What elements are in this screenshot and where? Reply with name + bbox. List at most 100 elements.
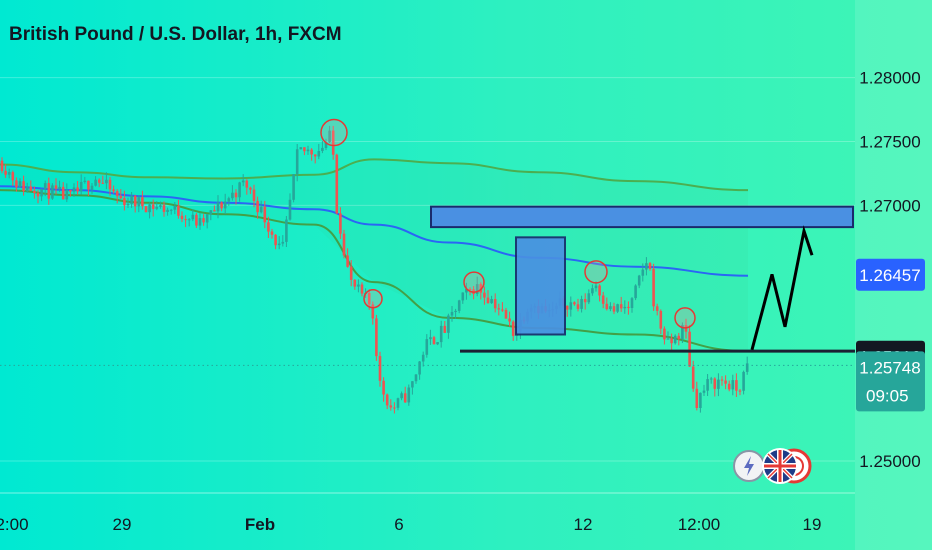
candle-body: [447, 315, 450, 333]
candle-body: [15, 180, 18, 188]
candle-body: [238, 182, 241, 198]
candle-body: [295, 149, 299, 175]
candle-body: [87, 180, 90, 190]
candle-body: [76, 187, 79, 192]
candle-body: [90, 185, 94, 190]
candle-body: [51, 185, 54, 199]
candle-body: [713, 378, 717, 389]
candle-body: [245, 180, 249, 188]
candle-body: [583, 299, 587, 303]
candle-body: [144, 206, 148, 213]
candle-body: [403, 393, 407, 403]
candle-body: [227, 198, 231, 202]
candle-body: [29, 186, 33, 191]
candle-body: [483, 292, 486, 298]
candle-body: [479, 284, 483, 293]
candle-body: [151, 204, 155, 209]
candle-body: [79, 182, 83, 192]
candle-body: [641, 269, 645, 276]
candle-body: [331, 130, 335, 155]
candle-body: [504, 309, 508, 319]
candle-body: [43, 183, 47, 190]
y-tick-label: 1.27000: [859, 196, 920, 215]
x-tick-label: 29: [113, 515, 132, 534]
candle-body: [738, 390, 742, 392]
candle-body: [385, 394, 389, 406]
candle-body: [141, 197, 144, 207]
y-tick-label: 1.27500: [859, 132, 920, 151]
swing-high-marker: [363, 288, 383, 309]
candle-body: [691, 366, 695, 389]
candle-body: [342, 233, 346, 256]
candle-body: [169, 209, 173, 211]
candle-body: [241, 180, 245, 183]
candle-body: [493, 299, 497, 309]
swing-high-marker: [674, 307, 696, 329]
candle-body: [709, 378, 713, 380]
candle-body: [508, 318, 511, 322]
candle-body: [335, 154, 339, 214]
candle-body: [133, 195, 137, 207]
candle-body: [263, 206, 267, 223]
candle-body: [573, 302, 576, 305]
candle-body: [655, 306, 659, 311]
candle-body: [400, 393, 403, 399]
candle-body: [598, 285, 601, 296]
candle-body: [601, 295, 605, 304]
candle-body: [587, 293, 591, 303]
candle-body: [454, 310, 457, 312]
candle-body: [357, 284, 360, 287]
candle-body: [105, 179, 108, 184]
candle-body: [637, 275, 641, 286]
candle-body: [58, 186, 61, 189]
price-tag-label: 1.26457: [859, 266, 920, 285]
candle-body: [465, 288, 468, 293]
candle-body: [634, 285, 637, 299]
candle-body: [407, 387, 411, 403]
candle-body: [648, 263, 652, 269]
resistance-zone: [430, 205, 854, 229]
candle-body: [501, 309, 504, 311]
candle-body: [69, 189, 72, 192]
swing-high-marker: [320, 118, 348, 147]
candle-body: [565, 305, 569, 310]
candle-body: [745, 363, 749, 372]
price-tag-2: [856, 351, 925, 412]
candle-body: [198, 218, 202, 226]
ma-line-1: [0, 185, 749, 277]
candle-body: [414, 374, 418, 382]
candle-body: [490, 299, 493, 304]
candle-body: [731, 380, 735, 390]
candle-body: [461, 292, 465, 301]
candle-body: [695, 388, 699, 408]
candle-body: [83, 180, 87, 182]
candle-body: [180, 215, 184, 220]
candle-body: [497, 308, 501, 310]
candle-body: [36, 193, 40, 197]
candle-body: [195, 214, 198, 226]
candle-body: [7, 172, 11, 175]
candle-body: [443, 325, 447, 333]
candle-body: [270, 231, 274, 235]
gbp-usd-flag-icon: [762, 448, 812, 484]
candle-body: [234, 192, 238, 198]
candle-body: [688, 331, 691, 367]
candle-body: [616, 304, 619, 312]
candle-body: [659, 310, 663, 329]
candle-body: [630, 298, 634, 308]
candle-body: [321, 147, 324, 151]
candle-body: [742, 371, 745, 391]
candle-body: [378, 356, 382, 381]
candle-body: [619, 304, 623, 309]
replay-icon[interactable]: [733, 450, 765, 482]
candle-body: [421, 354, 425, 362]
candle-body: [252, 189, 256, 201]
candle-body: [162, 205, 166, 212]
candle-body: [670, 338, 673, 344]
candle-body: [61, 186, 65, 200]
candle-body: [702, 390, 706, 393]
candle-body: [299, 147, 303, 150]
candle-body: [486, 297, 490, 304]
candle-body: [306, 149, 310, 152]
